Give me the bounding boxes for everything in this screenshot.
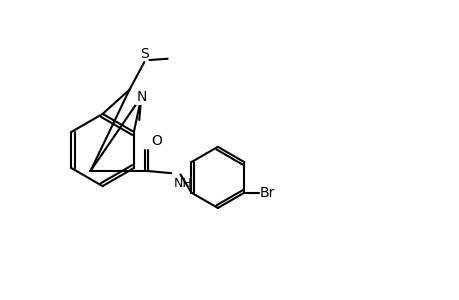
Text: NH: NH [173, 176, 191, 190]
Text: O: O [151, 134, 161, 148]
Text: S: S [140, 47, 148, 61]
Text: N: N [136, 90, 146, 104]
Text: Br: Br [259, 186, 275, 200]
